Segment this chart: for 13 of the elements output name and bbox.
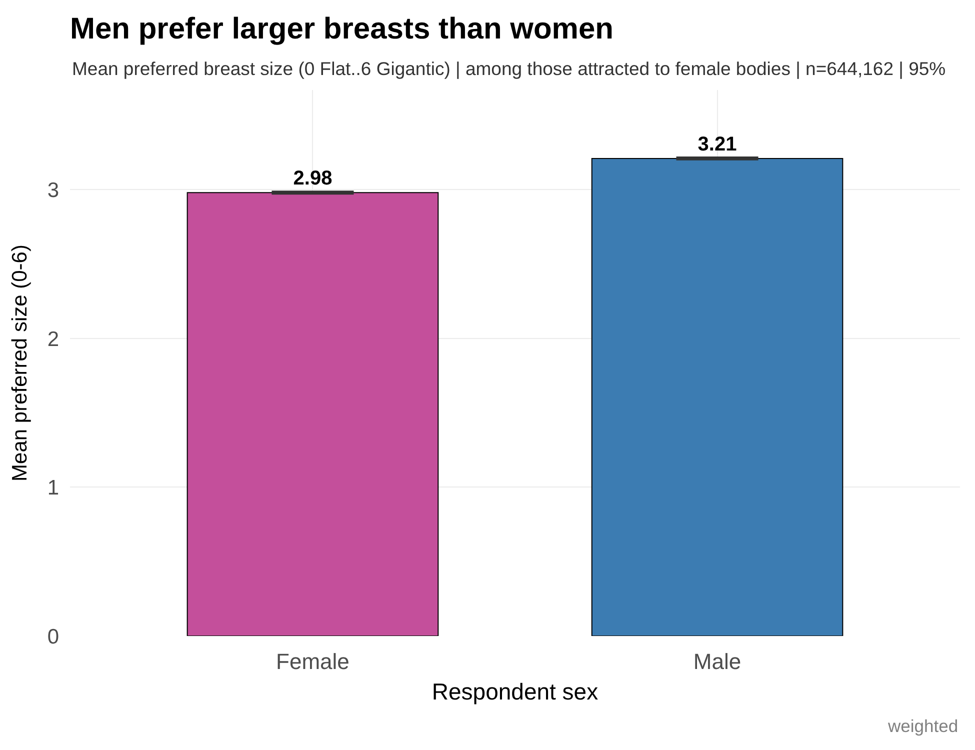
x-tick-label: Male — [693, 649, 742, 674]
y-tick-label: 2 — [47, 328, 59, 351]
y-tick-label: 1 — [47, 476, 59, 500]
text: weighted — [887, 716, 958, 736]
data-label: 3.21 — [698, 133, 737, 156]
y-axis-title: Mean preferred size (0-6) — [8, 244, 32, 482]
x-tick-label: Female — [276, 649, 350, 674]
y-tick-label: 3 — [47, 179, 59, 202]
chart-subtitle: Mean preferred breast size (0 Flat..6 Gigantic) | among those attracted to female bodies | n=644,162 | 95% — [72, 58, 946, 79]
data-label: 2.98 — [293, 168, 332, 190]
chart-title: Men prefer larger breasts than women — [70, 12, 614, 46]
x-axis-title: Respondent sex — [432, 678, 599, 705]
y-tick-label: 0 — [47, 625, 59, 648]
